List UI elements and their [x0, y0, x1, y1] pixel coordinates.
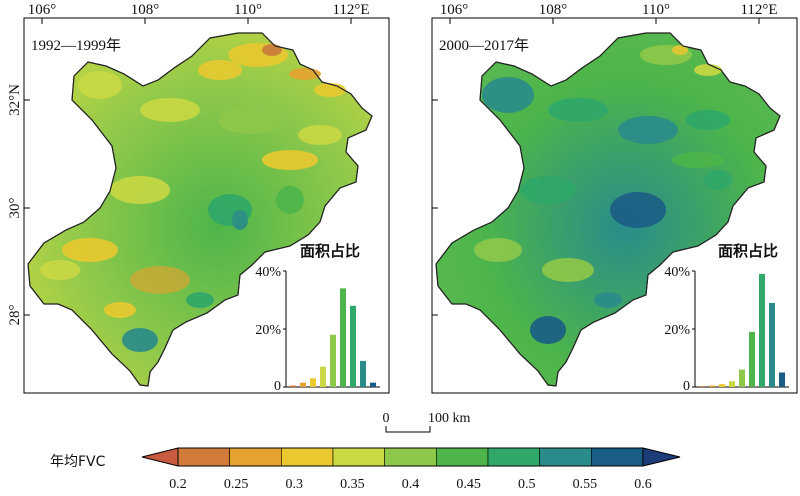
- colorbar-segment: [436, 447, 489, 467]
- inset-ytick-0: 0: [274, 379, 281, 394]
- scale-bar: 0 100 km: [383, 411, 471, 433]
- inset-ytick-20: 20%: [664, 323, 690, 338]
- histogram-bar: [330, 334, 336, 387]
- legend-label: 年均FVC: [50, 454, 106, 470]
- colorbar-tick-label: 0.4: [402, 477, 420, 492]
- lon-tick-106: 106°: [28, 2, 57, 18]
- histogram-bar: [310, 378, 316, 387]
- histogram-bar: [769, 302, 775, 387]
- lon-tick-108: 108°: [131, 2, 160, 18]
- histogram-bar: [759, 273, 765, 387]
- histogram-bar: [350, 305, 356, 387]
- colorbar-tick-label: 0.3: [286, 477, 304, 492]
- histogram-bar: [719, 384, 725, 387]
- map-panel-1992-1999: 面积占比 40% 20% 0 1992—1999年 106° 108° 110°…: [7, 2, 390, 394]
- histogram-bar: [290, 385, 296, 387]
- colorbar-low-arrow: [141, 447, 179, 467]
- lon-tick-110: 110°: [234, 2, 262, 18]
- colorbar-high-arrow: [642, 447, 681, 467]
- lon-tick-106: 106°: [440, 2, 469, 18]
- lat-tick-32: 32°N: [7, 84, 23, 116]
- colorbar-segment: [229, 447, 282, 467]
- lat-tick-30: 30°: [7, 198, 23, 219]
- inset-bars: [699, 273, 785, 387]
- inset-histogram: 面积占比 40% 20% 0: [255, 242, 380, 394]
- axis-ticks: [24, 18, 352, 316]
- fvc-raster: [27, 32, 373, 387]
- fvc-raster: [435, 32, 781, 387]
- inset-bars: [290, 288, 376, 387]
- colorbar-segment: [539, 447, 592, 467]
- colorbar-tick-labels: 0.2 0.25 0.3 0.35 0.4 0.45 0.5 0.55 0.6: [169, 477, 652, 492]
- inset-histogram: 面积占比 40% 20% 0: [664, 242, 789, 394]
- colorbar-tick-label: 0.6: [634, 477, 652, 492]
- inset-ytick-40: 40%: [664, 265, 690, 280]
- colorbar-segment: [384, 447, 437, 467]
- inset-title: 面积占比: [300, 242, 360, 260]
- histogram-bar: [739, 369, 745, 387]
- colorbar-segments: [177, 447, 644, 467]
- colorbar-legend: 年均FVC 0.2 0.25 0.3 0.35 0.4 0.45 0.5 0.55 0.6: [50, 447, 681, 492]
- period-label: 2000—2017年: [439, 37, 529, 54]
- scale-end-label: 100 km: [428, 411, 471, 426]
- histogram-bar: [300, 382, 306, 387]
- colorbar-tick-label: 0.55: [573, 477, 598, 492]
- histogram-bar: [749, 331, 755, 387]
- histogram-bar: [779, 372, 785, 387]
- lon-tick-112: 112°E: [740, 2, 777, 18]
- scale-start-label: 0: [383, 411, 390, 426]
- lon-tick-112: 112°E: [332, 2, 369, 18]
- period-label: 1992—1999年: [31, 37, 121, 54]
- axis-ticks: [432, 18, 760, 316]
- colorbar-tick-label: 0.25: [224, 477, 249, 492]
- map-panel-2000-2017: 面积占比 40% 20% 0 2000—2017年 106° 108° 110°…: [431, 2, 798, 394]
- histogram-bar: [729, 381, 735, 387]
- colorbar-tick-label: 0.45: [456, 477, 481, 492]
- histogram-bar: [340, 288, 346, 387]
- histogram-bar: [320, 366, 326, 387]
- histogram-bar: [709, 385, 715, 387]
- histogram-bar: [370, 382, 376, 387]
- colorbar-segment: [591, 447, 644, 467]
- colorbar-tick-label: 0.35: [340, 477, 365, 492]
- inset-ytick-20: 20%: [255, 323, 281, 338]
- colorbar-tick-label: 0.5: [518, 477, 536, 492]
- colorbar-segment: [487, 447, 540, 467]
- lat-tick-28: 28°: [7, 305, 23, 326]
- colorbar-segment: [177, 447, 230, 467]
- colorbar-segment: [332, 447, 385, 467]
- lon-tick-108: 108°: [539, 2, 568, 18]
- lon-tick-110: 110°: [642, 2, 670, 18]
- histogram-bar: [699, 386, 705, 387]
- inset-ytick-40: 40%: [255, 265, 281, 280]
- inset-title: 面积占比: [718, 242, 778, 260]
- colorbar-segment: [281, 447, 334, 467]
- histogram-bar: [360, 360, 366, 387]
- colorbar-tick-label: 0.2: [169, 477, 187, 492]
- inset-ytick-0: 0: [683, 379, 690, 394]
